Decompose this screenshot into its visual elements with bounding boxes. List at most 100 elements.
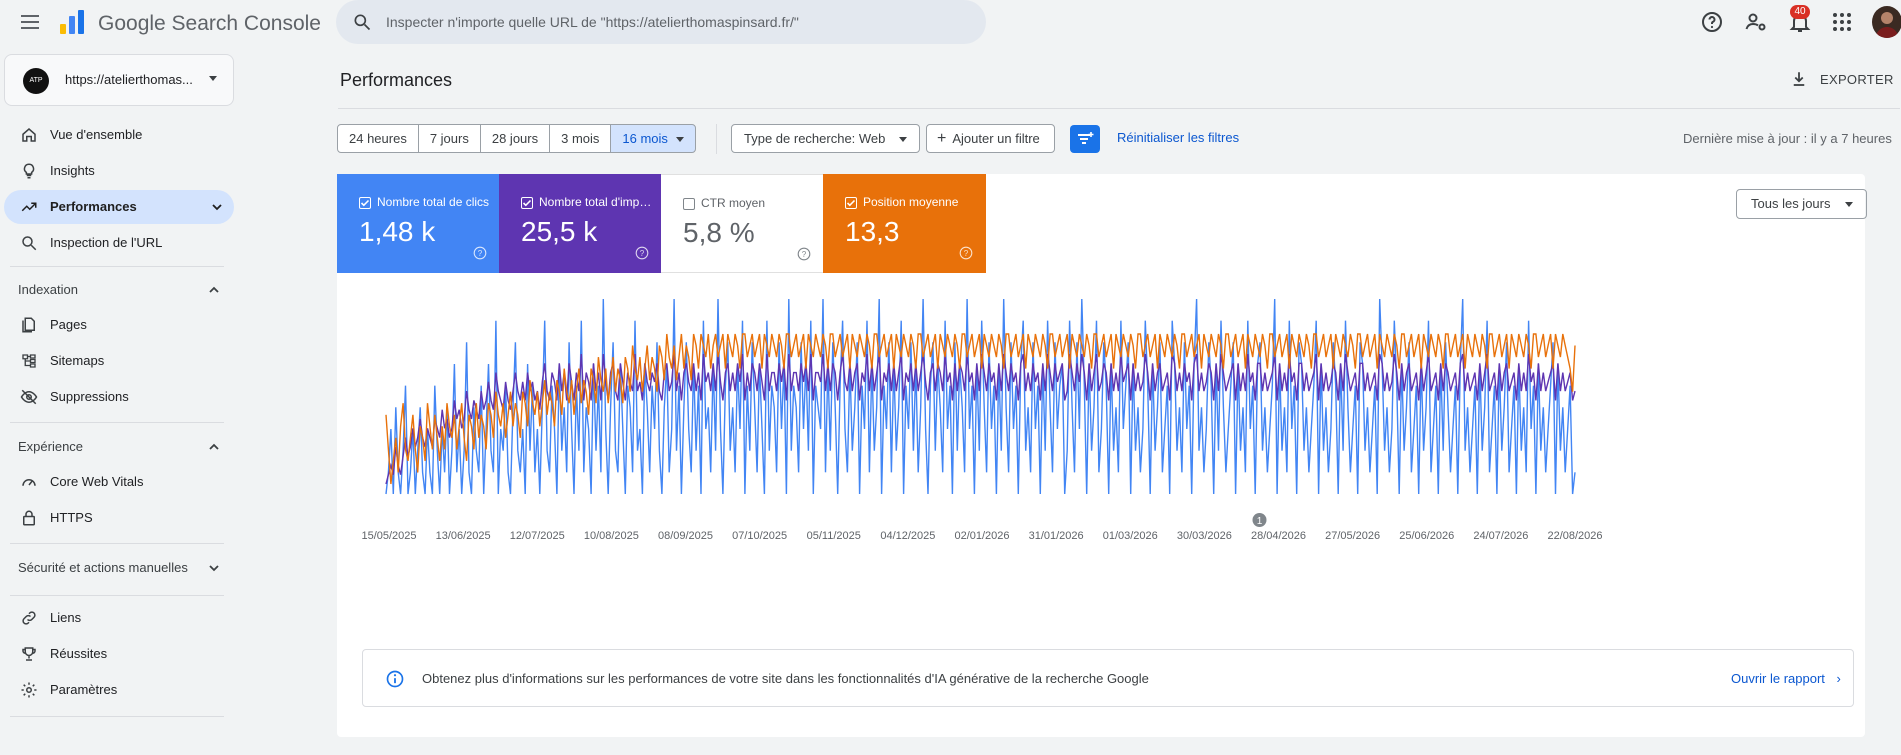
divider [10,422,224,423]
pages-icon [22,317,35,333]
metric-tile[interactable]: Position moyenne 13,3? [823,174,986,273]
metric-label: Nombre total d'impressions [539,195,654,209]
last-update-text: Dernière mise à jour : il y a 7 heures [1683,131,1892,146]
open-report-link[interactable]: Ouvrir le rapport › [1731,671,1841,686]
caret-down-icon [675,137,684,143]
range-28d-button[interactable]: 28 jours [479,124,551,153]
sidebar-item-label: Core Web Vitals [50,474,144,489]
link-icon [22,611,36,625]
sidebar-item-settings[interactable]: Paramètres [4,673,234,707]
performance-card: Nombre total de clics 1,48 k? Nombre total… [337,174,1867,737]
x-tick-label: 24/07/2026 [1473,530,1528,542]
add-filter-button[interactable]: + Ajouter un filtre [926,124,1055,153]
svg-text:?: ? [478,249,483,258]
metric-tile[interactable]: CTR moyen 5,8 %? [661,174,823,273]
download-icon [1793,72,1805,86]
help-icon[interactable]: ? [959,246,973,260]
help-icon[interactable]: ? [473,246,487,260]
checkbox-checked-icon[interactable] [359,197,371,209]
sidebar-item-https[interactable]: HTTPS [4,501,234,535]
ai-info-banner: Obtenez plus d'informations sur les perf… [362,649,1854,707]
metric-label: Nombre total de clics [377,195,490,209]
sidebar-item-label: Paramètres [50,682,118,697]
sidebar-item-sitemaps[interactable]: Sitemaps [4,344,234,378]
search-type-filter[interactable]: Type de recherche: Web [731,124,921,153]
x-tick-label: 25/06/2026 [1399,530,1454,542]
series-line-0 [385,298,1576,495]
metric-tile[interactable]: Nombre total de clics 1,48 k? [337,174,499,273]
trending-up-icon [21,202,37,212]
sidebar-item-insights[interactable]: Insights [4,154,234,188]
apps-grid-icon[interactable] [1830,10,1854,34]
section-experience[interactable]: Expérience [18,435,228,459]
range-24h-button[interactable]: 24 heures [337,124,419,153]
days-filter-dropdown[interactable]: Tous les jours [1736,189,1867,219]
caret-down-icon [899,137,908,143]
export-label: EXPORTER [1820,72,1894,87]
sidebar-item-url-inspection[interactable]: Inspection de l'URL [4,226,234,260]
lightbulb-icon [23,163,35,179]
section-title: Sécurité et actions manuelles [18,560,188,575]
reset-filters-link[interactable]: Réinitialiser les filtres [1117,130,1240,145]
help-icon[interactable] [1700,10,1724,34]
x-tick-label: 15/05/2025 [361,530,416,542]
url-inspection-search[interactable] [336,0,986,44]
sidebar-item-pages[interactable]: Pages [4,308,234,342]
search-input[interactable] [386,10,966,34]
sidebar-item-label: Inspection de l'URL [50,235,163,250]
sidebar-item-overview[interactable]: Vue d'ensemble [4,118,234,152]
help-icon[interactable]: ? [635,246,649,260]
search-type-label: Type de recherche: Web [744,131,886,146]
search-console-logo-icon [60,10,84,34]
gear-icon [21,682,37,698]
notification-count-badge: 40 [1790,5,1810,19]
section-security[interactable]: Sécurité et actions manuelles [18,556,228,580]
range-3m-button[interactable]: 3 mois [549,124,612,153]
sidebar-item-label: Sitemaps [50,353,105,368]
sidebar: ATP https://atelierthomas... Vue d'ensem… [0,44,238,755]
x-tick-label: 13/06/2025 [436,530,491,542]
x-tick-label: 30/03/2026 [1177,530,1232,542]
account-avatar[interactable] [1872,6,1901,38]
annotation-label: 1 [1257,516,1263,527]
checkbox-checked-icon[interactable] [521,197,533,209]
section-title: Expérience [18,439,84,454]
property-selector[interactable]: ATP https://atelierthomas... [4,54,234,106]
app-brand[interactable]: Google Search Console [98,12,321,35]
sidebar-item-links[interactable]: Liens [4,601,234,635]
section-indexation[interactable]: Indexation [18,278,228,302]
sidebar-item-core-web-vitals[interactable]: Core Web Vitals [4,465,234,499]
user-photo-icon [1875,12,1899,38]
range-16m-button[interactable]: 16 mois [610,124,696,153]
filter-options-button[interactable] [1070,125,1100,153]
sidebar-item-label: HTTPS [50,510,93,525]
x-tick-label: 28/04/2026 [1251,530,1306,542]
days-filter-label: Tous les jours [1751,196,1831,211]
sidebar-item-performances[interactable]: Performances [4,190,234,224]
x-tick-label: 22/08/2026 [1547,530,1602,542]
manage-users-icon[interactable] [1744,10,1768,34]
filter-list-icon [1078,132,1094,144]
sidebar-item-removals[interactable]: Suppressions [4,380,234,414]
range-7d-button[interactable]: 7 jours [417,124,481,153]
svg-text:?: ? [964,249,969,258]
divider [10,595,224,596]
add-filter-label: Ajouter un filtre [952,131,1040,146]
help-icon[interactable]: ? [797,247,811,261]
sidebar-item-achievements[interactable]: Réussites [4,637,234,671]
header-divider [338,108,1900,109]
sidebar-item-label: Performances [50,199,137,214]
annotation-marker[interactable] [1252,513,1267,527]
sitemap-icon [22,354,36,368]
x-tick-label: 07/10/2025 [732,530,787,542]
series-line-1 [385,353,1576,485]
checkbox-checked-icon[interactable] [845,197,857,209]
open-report-label: Ouvrir le rapport [1731,671,1825,686]
x-tick-label: 27/05/2026 [1325,530,1380,542]
chevron-right-icon: › [1836,671,1841,686]
home-icon [22,128,36,142]
checkbox-unchecked-icon[interactable] [683,198,695,210]
filter-separator [716,124,717,154]
metric-tile[interactable]: Nombre total d'impressions 25,5 k? [499,174,661,273]
hamburger-menu-icon[interactable] [18,10,42,34]
